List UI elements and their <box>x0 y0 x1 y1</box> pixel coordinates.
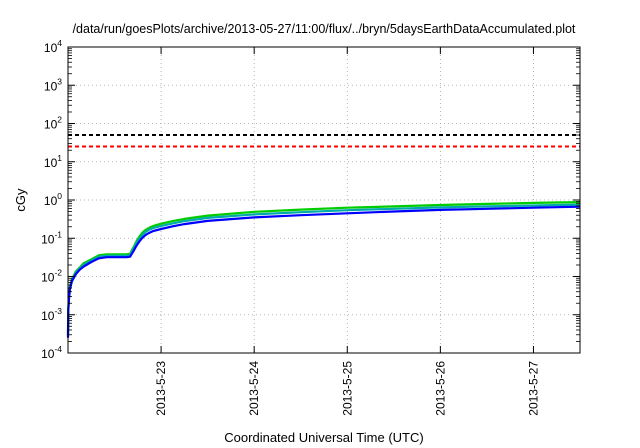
chart-title: /data/run/goesPlots/archive/2013-05-27/1… <box>73 22 576 36</box>
axis-ticks <box>68 46 580 354</box>
x-tick-labels: 2013-5-23 2013-5-24 2013-5-25 2013-5-26 2013… <box>154 361 540 416</box>
x-axis-label: Coordinated Universal Time (UTC) <box>224 430 423 445</box>
y-tick-label: 10-1 <box>41 229 62 246</box>
y-tick-label: 104 <box>44 38 62 55</box>
x-tick-label: 2013-5-27 <box>526 361 540 416</box>
y-tick-label: 102 <box>44 115 62 132</box>
x-tick-label: 2013-5-26 <box>433 361 447 416</box>
x-tick-label: 2013-5-23 <box>154 361 168 416</box>
y-tick-label: 103 <box>44 76 62 93</box>
x-tick-label: 2013-5-25 <box>340 361 354 416</box>
y-tick-label: 10-4 <box>41 344 62 361</box>
y-tick-label: 10-3 <box>41 306 62 323</box>
series-line-5 <box>66 205 581 338</box>
y-tick-label: 10-2 <box>41 268 62 285</box>
y-tick-label: 101 <box>44 153 62 170</box>
grid-lines <box>68 47 580 353</box>
y-axis-label: cGy <box>13 188 28 212</box>
y-tick-labels: 10-4 10-3 10-2 10-1 100 101 102 103 104 <box>41 38 62 361</box>
x-tick-label: 2013-5-24 <box>247 361 261 416</box>
series-layer <box>66 134 581 338</box>
y-tick-label: 100 <box>44 191 62 208</box>
